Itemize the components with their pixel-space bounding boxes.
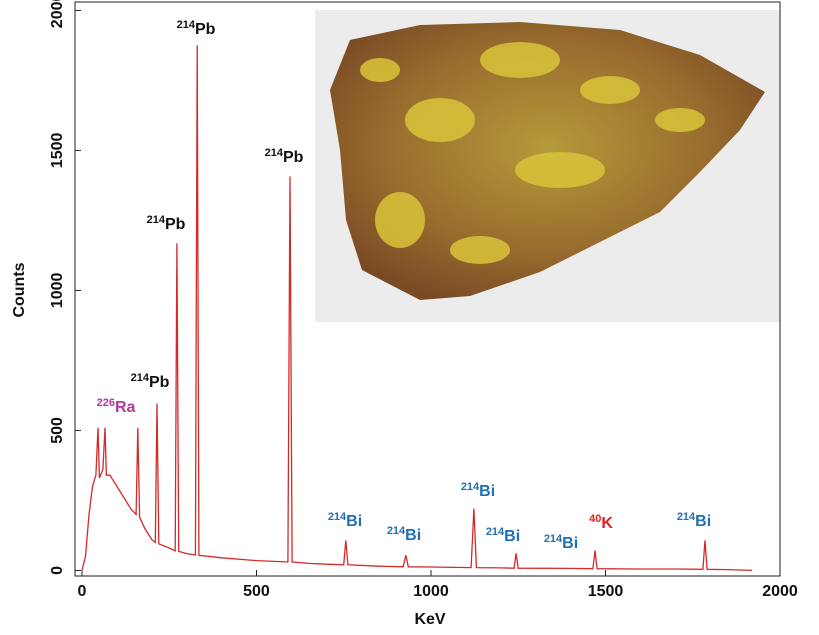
peak-label-element: Ra (115, 399, 136, 416)
peak-label-element: Pb (165, 216, 186, 233)
peak-label-mass: 214 (677, 511, 696, 523)
peak-label-element: Bi (479, 483, 495, 500)
peak-label-mass: 214 (387, 525, 406, 537)
peak-label-mass: 40 (589, 513, 601, 525)
peak-label: 214Pb (147, 214, 186, 233)
peak-label: 214Bi (461, 481, 495, 500)
peak-label: 214Bi (677, 511, 711, 530)
y-axis-title: Counts (11, 262, 28, 317)
y-tick-label: 1000 (49, 273, 66, 309)
peak-label-element: Bi (405, 527, 421, 544)
peak-label-element: Bi (346, 513, 362, 530)
peak-label-element: K (601, 515, 613, 532)
peak-label-mass: 214 (177, 19, 196, 31)
x-tick-label: 500 (243, 583, 270, 600)
peak-label-mass: 214 (461, 481, 480, 493)
y-tick-label: 500 (49, 417, 66, 444)
peak-label: 214Bi (387, 525, 421, 544)
x-axis-title: KeV (414, 611, 445, 628)
y-tick-label: 1500 (49, 133, 66, 169)
peak-label-mass: 214 (486, 526, 505, 538)
chart: KeV Counts 0 500 1000 1500 2000 0 500 1000 1500 2… (0, 0, 819, 635)
peak-label-mass: 214 (147, 214, 166, 226)
peak-label-mass: 214 (544, 533, 563, 545)
peak-label-element: Bi (504, 528, 520, 545)
peak-label-mass: 214 (328, 511, 347, 523)
peak-label: 214Bi (486, 526, 520, 545)
y-tick-label: 2000 (49, 0, 66, 28)
x-tick-label: 2000 (762, 583, 798, 600)
peak-label: 214Bi (544, 533, 578, 552)
peak-label: 214Bi (328, 511, 362, 530)
peak-label-element: Pb (195, 21, 216, 38)
peak-label: 226Ra (97, 397, 136, 416)
peak-label-mass: 214 (131, 372, 150, 384)
photo-inset (315, 10, 780, 322)
peak-label-element: Pb (283, 149, 304, 166)
peak-label-element: Bi (562, 535, 578, 552)
x-tick-label: 0 (78, 583, 87, 600)
peak-label: 214Pb (131, 372, 170, 391)
x-tick-label: 1500 (588, 583, 624, 600)
peak-label-mass: 226 (97, 397, 115, 409)
peak-label-element: Pb (149, 374, 170, 391)
y-tick-label: 0 (49, 566, 66, 575)
peak-label: 40K (589, 513, 613, 532)
peak-label-mass: 214 (265, 147, 284, 159)
peak-label-element: Bi (695, 513, 711, 530)
peak-label: 214Pb (265, 147, 304, 166)
peak-label: 214Pb (177, 19, 216, 38)
x-tick-label: 1000 (413, 583, 449, 600)
